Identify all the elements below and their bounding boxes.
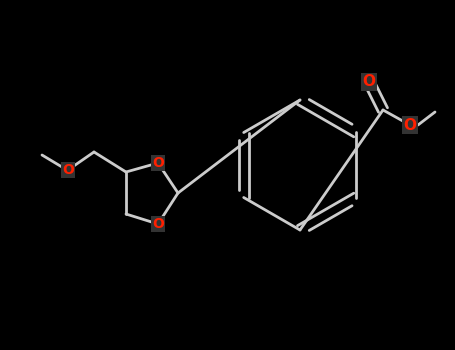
Text: O: O	[404, 118, 416, 133]
Text: O: O	[363, 75, 375, 90]
Text: O: O	[62, 163, 74, 177]
Text: O: O	[152, 217, 164, 231]
Text: O: O	[152, 156, 164, 170]
